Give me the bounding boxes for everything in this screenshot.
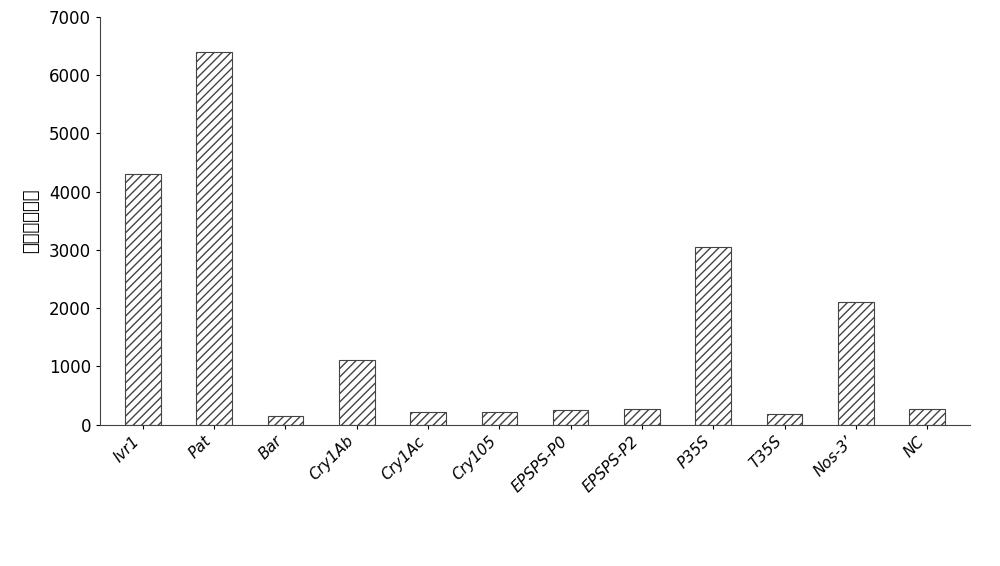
Bar <box>767 414 802 424</box>
Bar <box>268 416 303 424</box>
Bar <box>125 174 161 424</box>
Bar <box>624 409 660 424</box>
Bar <box>553 410 588 424</box>
Bar <box>838 302 874 424</box>
Bar <box>482 411 517 424</box>
Bar <box>909 409 945 424</box>
Bar <box>695 247 731 424</box>
Bar <box>339 361 375 424</box>
Bar <box>410 411 446 424</box>
Y-axis label: 平均荧光强度: 平均荧光强度 <box>23 188 41 253</box>
Bar <box>196 52 232 424</box>
